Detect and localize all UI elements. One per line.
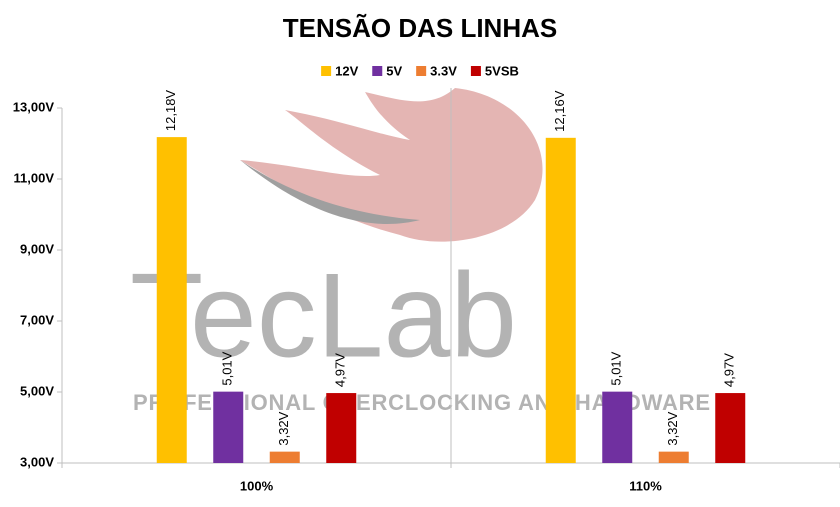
- watermark-logo: TecLab: [130, 249, 517, 383]
- value-label: 3,32V: [665, 411, 680, 445]
- x-tick-label: 110%: [629, 478, 662, 493]
- bar: [156, 137, 187, 464]
- legend-swatch: [372, 66, 383, 76]
- bar: [602, 391, 633, 463]
- value-label: 3,32V: [276, 411, 291, 445]
- x-tick-label: 100%: [240, 478, 274, 493]
- y-tick-label: 5,00V: [20, 383, 54, 398]
- bar: [658, 451, 689, 463]
- y-tick-label: 11,00V: [14, 170, 55, 185]
- legend-swatch: [321, 66, 332, 76]
- value-label: 12,18V: [163, 90, 178, 132]
- legend-swatch: [470, 66, 481, 76]
- value-label: 5,01V: [220, 351, 235, 385]
- legend-label: 12V: [335, 63, 358, 78]
- legend-label: 5V: [386, 63, 402, 78]
- y-tick-label: 3,00V: [20, 454, 54, 469]
- value-label: 12,16V: [552, 90, 567, 132]
- bar: [545, 137, 576, 463]
- watermark-flame: [240, 88, 543, 242]
- legend-label: 5VSB: [485, 63, 519, 78]
- legend: 12V 5V 3.3V 5VSB: [321, 63, 519, 78]
- legend-swatch: [416, 66, 427, 76]
- bar: [269, 451, 300, 463]
- y-tick-label: 7,00V: [20, 312, 54, 327]
- flame: [240, 88, 543, 242]
- value-label: 4,97V: [722, 353, 737, 387]
- bar: [715, 393, 746, 463]
- bar: [326, 393, 357, 463]
- legend-label: 3.3V: [430, 63, 457, 78]
- chart-title: TENSÃO DAS LINHAS: [283, 13, 557, 43]
- y-tick-label: 9,00V: [20, 241, 54, 256]
- y-tick-label: 13,00V: [13, 99, 55, 114]
- value-label: 4,97V: [333, 353, 348, 387]
- flame-shadow: [240, 160, 420, 224]
- value-label: 5,01V: [609, 351, 624, 385]
- bar: [213, 391, 244, 463]
